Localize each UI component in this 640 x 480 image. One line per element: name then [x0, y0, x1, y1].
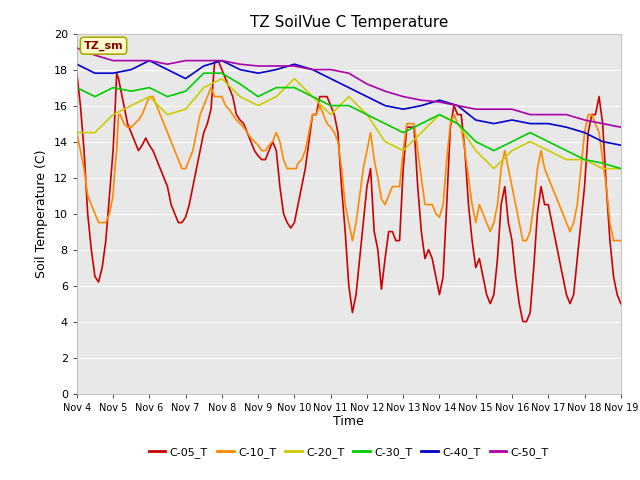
Legend: C-05_T, C-10_T, C-20_T, C-30_T, C-40_T, C-50_T: C-05_T, C-10_T, C-20_T, C-30_T, C-40_T, … — [144, 443, 554, 462]
X-axis label: Time: Time — [333, 415, 364, 429]
Title: TZ SoilVue C Temperature: TZ SoilVue C Temperature — [250, 15, 448, 30]
Text: TZ_sm: TZ_sm — [84, 40, 124, 51]
Y-axis label: Soil Temperature (C): Soil Temperature (C) — [35, 149, 48, 278]
